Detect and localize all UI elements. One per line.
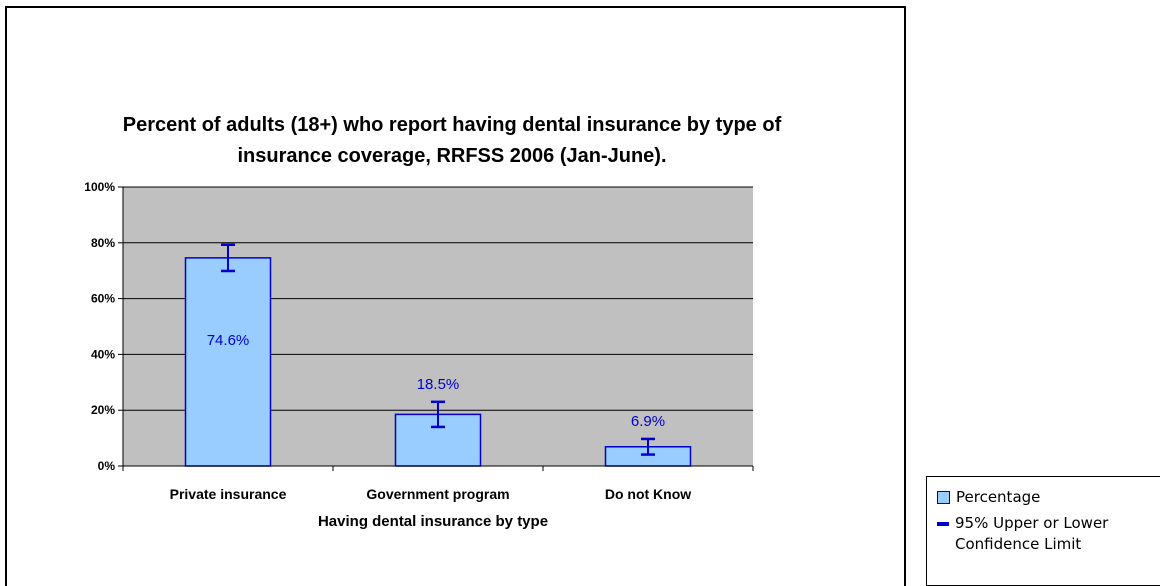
data-label: 74.6%: [207, 332, 250, 349]
x-category-label: Do not Know: [605, 486, 691, 502]
legend-item-confidence-limit: 95% Upper or Lower Confidence Limit: [937, 513, 1155, 555]
x-axis-title: Having dental insurance by type: [318, 513, 548, 530]
x-category-label: Government program: [366, 486, 509, 502]
data-label: 18.5%: [417, 376, 460, 393]
x-category-label: Private insurance: [170, 486, 287, 502]
bar: [184, 257, 272, 467]
y-tick-label: 20%: [91, 403, 115, 417]
legend-label-confidence-limit: 95% Upper or Lower Confidence Limit: [955, 514, 1109, 553]
chart-plot: 74.6% 18.5% 6.9% 0% 20% 40% 60% 80% 100% Private…: [84, 180, 754, 530]
y-tick-label: 60%: [91, 292, 115, 306]
legend-swatch-percentage: [937, 491, 950, 504]
legend-swatch-confidence-limit: [937, 522, 949, 526]
y-tick-label: 40%: [91, 347, 115, 361]
legend-item-percentage: Percentage: [937, 487, 1156, 508]
data-label: 6.9%: [631, 413, 665, 430]
legend-label-percentage: Percentage: [956, 488, 1041, 506]
y-tick-label: 0%: [98, 459, 116, 473]
y-tick-label: 100%: [84, 180, 115, 194]
chart-title: Percent of adults (18+) who report havin…: [122, 114, 782, 167]
y-tick-label: 80%: [91, 236, 115, 250]
legend: Percentage 95% Upper or Lower Confidence…: [926, 476, 1160, 586]
